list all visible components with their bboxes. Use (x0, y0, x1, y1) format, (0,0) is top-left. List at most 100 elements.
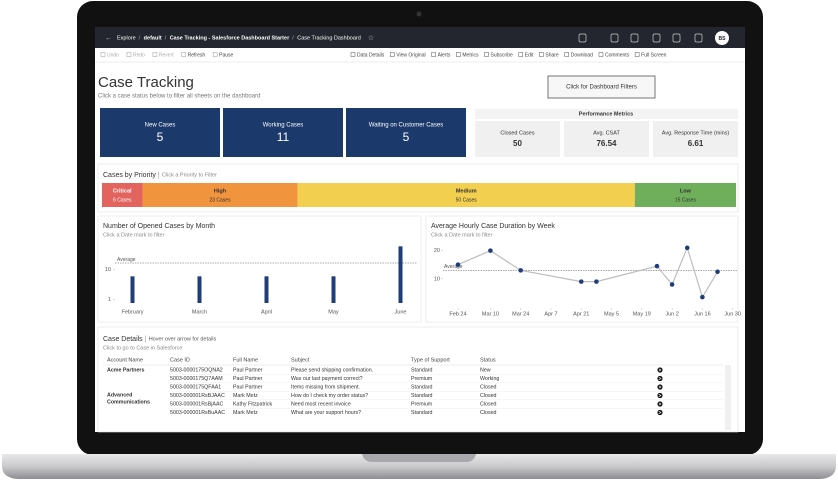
row-arrow-glyph (658, 394, 662, 397)
toolbar-icon (518, 52, 523, 57)
row-arrow[interactable] (657, 384, 663, 390)
column-header: Type of Support (411, 357, 450, 363)
toolbar-item[interactable]: Alerts (438, 52, 451, 58)
status-card[interactable] (346, 108, 466, 157)
table-title: Case Details (103, 336, 143, 343)
toolbar-item[interactable]: Comments (605, 52, 630, 58)
status-card-label[interactable]: Waiting on Customer Cases (369, 123, 443, 129)
priority-count[interactable]: 15 Cases (675, 197, 697, 203)
status-card[interactable] (223, 108, 343, 157)
y-tick-label: 20 (434, 248, 440, 254)
priority-count[interactable]: 50 Cases (456, 197, 478, 203)
metric-card (653, 121, 738, 157)
row-arrow[interactable] (657, 392, 663, 399)
avatar-initials: BS (719, 36, 727, 42)
favorite-star[interactable]: ☆ (368, 34, 374, 42)
metric-value: 50 (513, 139, 522, 148)
line-point[interactable] (578, 279, 584, 284)
priority-panel (97, 163, 739, 213)
line-point[interactable] (654, 263, 660, 269)
avatar (715, 31, 729, 45)
bar[interactable] (331, 276, 336, 303)
toolbar-item[interactable]: Redo (133, 52, 145, 58)
row-arrow[interactable] (657, 375, 663, 382)
toolbar-item[interactable]: Undo (107, 52, 119, 58)
priority-name[interactable]: Medium (456, 188, 477, 194)
top-icon[interactable] (578, 33, 587, 43)
line-point[interactable] (700, 294, 705, 300)
priority-name[interactable]: High (214, 188, 227, 194)
filter-button-label[interactable]: Click for Dashboard Filters (566, 85, 637, 91)
status-card-value[interactable]: 11 (277, 130, 290, 144)
scrollbar[interactable] (725, 365, 731, 430)
column-header: Account Name (107, 357, 143, 363)
bar[interactable] (130, 276, 135, 303)
toolbar-item[interactable]: View Original (396, 52, 425, 58)
toolbar-item[interactable]: Share (545, 52, 559, 58)
table-cell: Closed (480, 401, 497, 407)
row-arrow[interactable] (657, 401, 663, 407)
priority-segment[interactable] (297, 183, 635, 207)
line-point[interactable] (518, 268, 524, 273)
toolbar-item[interactable]: Edit (525, 52, 534, 58)
table-cell: 5003-0000175QFAA1 (170, 384, 221, 390)
tool-bar (95, 48, 745, 62)
row-arrow[interactable] (657, 367, 663, 373)
priority-segment[interactable] (102, 183, 143, 207)
priority-name[interactable]: Low (680, 188, 692, 194)
row-arrow[interactable] (657, 409, 663, 416)
toolbar-item[interactable]: Full Screen (641, 52, 667, 58)
line-point[interactable] (488, 248, 493, 253)
line-point[interactable] (715, 269, 720, 275)
breadcrumb-item[interactable]: default (144, 35, 162, 41)
table-panel (97, 326, 739, 433)
filter-button[interactable] (547, 75, 656, 99)
table-cell: Standard (411, 384, 433, 390)
toolbar-icon (126, 52, 132, 57)
table-subtitle: Click to go to Case in Salesforce (103, 345, 182, 351)
top-icon[interactable] (610, 33, 619, 43)
toolbar-item[interactable]: Refresh (188, 52, 206, 58)
toolbar-item[interactable]: Data Details (357, 52, 385, 58)
x-tick-label: Apr 7 (544, 311, 557, 317)
priority-name[interactable]: Critical (113, 188, 132, 194)
priority-segment[interactable] (634, 183, 736, 207)
bar[interactable] (398, 246, 403, 303)
dashboard-title: Case Tracking (98, 74, 194, 91)
base-notch (362, 454, 476, 462)
priority-count[interactable]: 6 Cases (113, 197, 132, 203)
metric-label: Avg. CSAT (593, 130, 620, 136)
top-icon[interactable] (672, 33, 681, 43)
line-point[interactable] (455, 262, 461, 268)
toolbar-icon (484, 52, 489, 57)
table-cell: Paul Partner (233, 384, 263, 390)
breadcrumb-item[interactable]: Case Tracking - Salesforce Dashboard Sta… (170, 35, 290, 41)
breadcrumb-item[interactable]: Explore (117, 35, 136, 41)
toolbar-item[interactable]: Download (571, 52, 593, 58)
bar[interactable] (264, 276, 269, 303)
toolbar-item[interactable]: Pause (219, 52, 233, 58)
x-tick-label: June (395, 309, 407, 315)
toolbar-item[interactable]: Metrics (462, 52, 479, 58)
screen: Case Tracking Click a case status below … (95, 27, 745, 433)
line-point[interactable] (669, 282, 675, 287)
metric-label: Avg. Response Time (mins) (662, 130, 730, 136)
top-icon[interactable] (630, 33, 639, 43)
top-icon[interactable] (652, 33, 661, 43)
priority-segment[interactable] (142, 183, 298, 207)
toolbar-item[interactable]: Revert (159, 52, 174, 58)
priority-count[interactable]: 23 Cases (209, 197, 231, 203)
status-card[interactable] (100, 108, 220, 157)
status-card-label[interactable]: Working Cases (263, 123, 304, 129)
table-cell: Was our last payment correct? (291, 376, 363, 382)
toolbar-icon (389, 52, 395, 57)
status-card-value[interactable]: 5 (403, 130, 410, 144)
bar[interactable] (197, 276, 202, 303)
toolbar-item[interactable]: Subscribe (491, 52, 513, 58)
line-point[interactable] (594, 279, 599, 284)
top-icon[interactable] (694, 33, 703, 43)
status-card-label[interactable]: New Cases (145, 123, 176, 129)
status-card-value[interactable]: 5 (157, 130, 164, 144)
line-point[interactable] (684, 245, 690, 251)
table-cell: 5003-000001RsBJAAC (170, 393, 225, 399)
